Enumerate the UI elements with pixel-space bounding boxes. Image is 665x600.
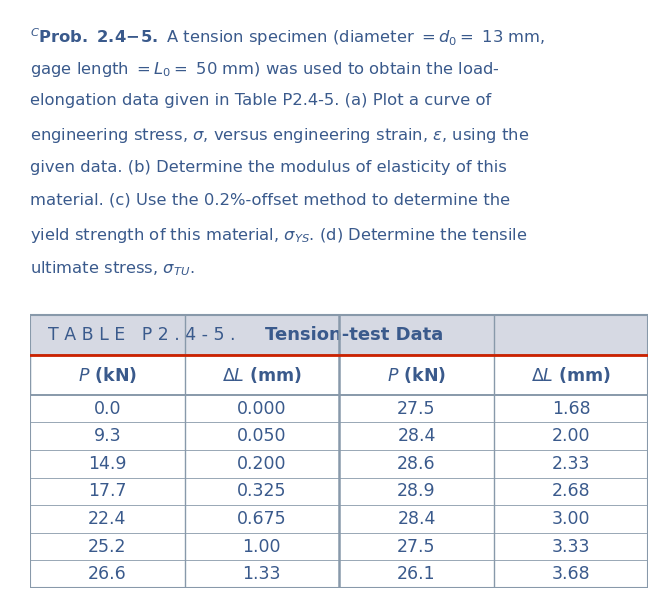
FancyBboxPatch shape [30, 560, 648, 588]
Text: 0.200: 0.200 [237, 455, 287, 473]
Text: $^C$$\bf{Prob.\ 2.4\!-\!5.}$ A tension specimen (diameter $= d_0 =$ 13 mm,: $^C$$\bf{Prob.\ 2.4\!-\!5.}$ A tension s… [30, 26, 545, 48]
Text: 17.7: 17.7 [88, 482, 126, 500]
Text: given data. (b) Determine the modulus of elasticity of this: given data. (b) Determine the modulus of… [30, 160, 507, 175]
Text: 25.2: 25.2 [88, 538, 126, 556]
Text: $\it{P}$ (kN): $\it{P}$ (kN) [387, 365, 446, 385]
FancyBboxPatch shape [30, 533, 648, 560]
Text: $\it{P}$ (kN): $\it{P}$ (kN) [78, 365, 137, 385]
Text: 28.4: 28.4 [397, 510, 436, 528]
Text: material. (c) Use the 0.2%-offset method to determine the: material. (c) Use the 0.2%-offset method… [30, 193, 510, 208]
FancyBboxPatch shape [30, 422, 648, 450]
Text: T A B L E   P 2 . 4 - 5 .: T A B L E P 2 . 4 - 5 . [49, 326, 236, 344]
Text: 1.00: 1.00 [243, 538, 281, 556]
Text: 0.325: 0.325 [237, 482, 287, 500]
Text: 0.000: 0.000 [237, 400, 287, 418]
FancyBboxPatch shape [30, 450, 648, 478]
Text: engineering stress, $\sigma$, versus engineering strain, $\varepsilon$, using th: engineering stress, $\sigma$, versus eng… [30, 126, 529, 145]
Text: 27.5: 27.5 [397, 538, 436, 556]
Text: 0.675: 0.675 [237, 510, 287, 528]
Text: 0.0: 0.0 [94, 400, 121, 418]
Text: 1.33: 1.33 [243, 565, 281, 583]
Text: 3.33: 3.33 [552, 538, 591, 556]
Text: 9.3: 9.3 [93, 427, 121, 445]
Text: elongation data given in Table P2.4-5. (a) Plot a curve of: elongation data given in Table P2.4-5. (… [30, 93, 491, 108]
Text: ultimate stress, $\sigma_{TU}$.: ultimate stress, $\sigma_{TU}$. [30, 259, 194, 278]
Text: 3.00: 3.00 [552, 510, 591, 528]
Text: 28.6: 28.6 [397, 455, 436, 473]
Text: yield strength of this material, $\sigma_{YS}$. (d) Determine the tensile: yield strength of this material, $\sigma… [30, 226, 527, 245]
Text: 2.68: 2.68 [552, 482, 591, 500]
Text: 28.4: 28.4 [397, 427, 436, 445]
Text: 28.9: 28.9 [397, 482, 436, 500]
Text: 27.5: 27.5 [397, 400, 436, 418]
Text: 14.9: 14.9 [88, 455, 126, 473]
FancyBboxPatch shape [30, 315, 648, 355]
Text: $\Delta\it{L}$ (mm): $\Delta\it{L}$ (mm) [221, 365, 302, 385]
Text: gage length $= L_0 =$ 50 mm) was used to obtain the load-: gage length $= L_0 =$ 50 mm) was used to… [30, 60, 499, 79]
Text: 0.050: 0.050 [237, 427, 287, 445]
Text: 26.6: 26.6 [88, 565, 126, 583]
Text: 2.00: 2.00 [552, 427, 591, 445]
Text: 2.33: 2.33 [552, 455, 591, 473]
Text: 22.4: 22.4 [88, 510, 126, 528]
FancyBboxPatch shape [30, 395, 648, 422]
FancyBboxPatch shape [30, 478, 648, 505]
Text: 1.68: 1.68 [552, 400, 591, 418]
Text: Tension-test Data: Tension-test Data [265, 326, 443, 344]
FancyBboxPatch shape [30, 505, 648, 533]
FancyBboxPatch shape [30, 355, 648, 395]
Text: $\Delta\it{L}$ (mm): $\Delta\it{L}$ (mm) [531, 365, 611, 385]
Text: 26.1: 26.1 [397, 565, 436, 583]
Text: 3.68: 3.68 [552, 565, 591, 583]
